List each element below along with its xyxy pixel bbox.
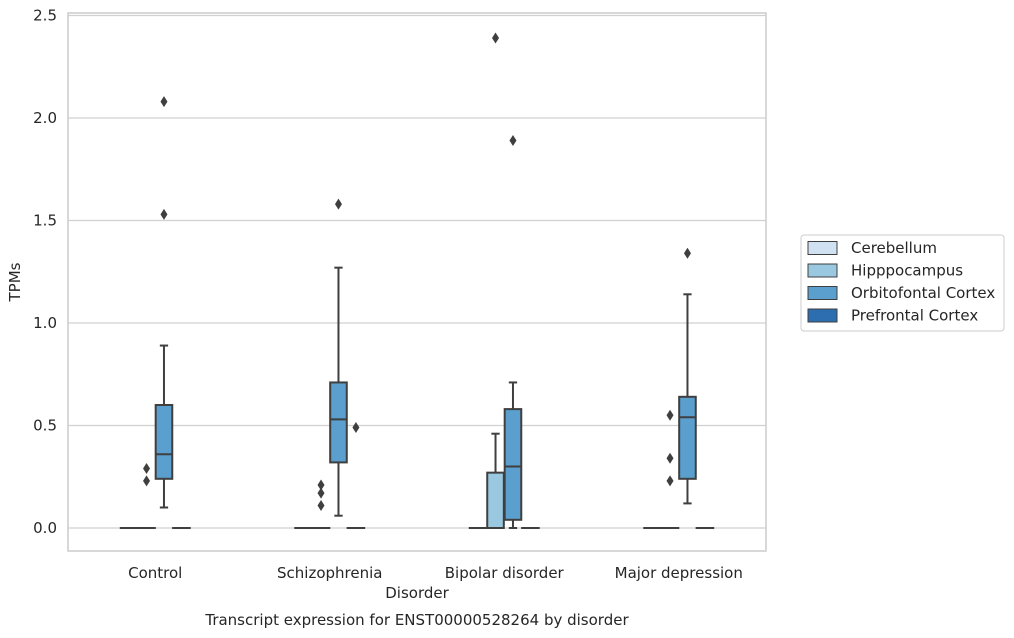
outlier-point: [509, 135, 517, 147]
box-body: [329, 381, 348, 464]
outlier-point: [492, 32, 500, 44]
legend-swatch: [807, 263, 838, 278]
outlier-point: [352, 422, 360, 434]
outlier-point: [666, 452, 674, 464]
box-body: [486, 471, 505, 529]
y-axis-title: TPMs: [6, 262, 24, 302]
chart-caption: Transcript expression for ENST0000052826…: [204, 611, 629, 629]
x-tick-label: Schizophrenia: [277, 564, 382, 582]
box-plot-area: [119, 32, 715, 530]
y-tick-labels: 0.0 0.5 1.0 1.5 2.0 2.5: [33, 7, 57, 538]
legend-swatch: [807, 308, 838, 323]
legend-entries: Cerebellum Hipppocampus Orbitofontal Corte…: [807, 239, 995, 325]
outlier-point: [143, 463, 151, 475]
box-hipppocampus: [486, 32, 505, 529]
outlier-point: [317, 487, 325, 499]
y-tick-label: 0.0: [33, 519, 57, 537]
plot-frame: [67, 12, 767, 552]
legend-frame: [800, 234, 1005, 332]
legend-swatch: [807, 241, 838, 255]
legend-label: Cerebellum: [851, 239, 937, 257]
box-hipppocampus: [137, 463, 156, 530]
box-body: [503, 408, 523, 521]
legend-label: Prefrontal Cortex: [851, 307, 978, 325]
box-hipppocampus: [311, 479, 331, 530]
x-tick-label: Major depression: [615, 564, 743, 582]
legend: Cerebellum Hipppocampus Orbitofontal Corte…: [800, 234, 1005, 332]
outlier-point: [666, 475, 674, 487]
x-tick-label: Control: [128, 564, 182, 582]
legend-label: Hipppocampus: [851, 262, 963, 280]
y-tick-label: 1.5: [33, 212, 57, 230]
outlier-point: [143, 475, 151, 487]
x-axis-title: Disorder: [385, 584, 449, 602]
x-tick-label: Bipolar disorder: [445, 564, 565, 582]
y-tick-label: 0.5: [33, 417, 57, 435]
outlier-point: [160, 96, 168, 108]
outlier-point: [666, 409, 674, 421]
box-hipppocampus: [660, 409, 680, 530]
box-body: [154, 404, 174, 480]
box-body: [678, 395, 697, 480]
box-prefrontal-cortex: [346, 422, 366, 530]
legend-swatch: [807, 286, 838, 300]
outlier-point: [160, 208, 168, 220]
outlier-point: [317, 479, 325, 491]
y-tick-label: 2.5: [33, 7, 57, 25]
legend-label: Orbitofontal Cortex: [851, 284, 995, 302]
box-orbitofontal-cortex: [678, 247, 697, 505]
x-tick-labels: Control Schizophrenia Bipolar disorder Majo…: [128, 564, 743, 582]
box-orbitofontal-cortex: [154, 96, 174, 509]
box-orbitofontal-cortex: [503, 135, 523, 529]
outlier-point: [317, 499, 325, 511]
outlier-point: [683, 247, 691, 259]
y-tick-label: 2.0: [33, 109, 57, 127]
box-orbitofontal-cortex: [329, 198, 348, 517]
outlier-point: [334, 198, 342, 210]
y-tick-label: 1.0: [33, 314, 57, 332]
